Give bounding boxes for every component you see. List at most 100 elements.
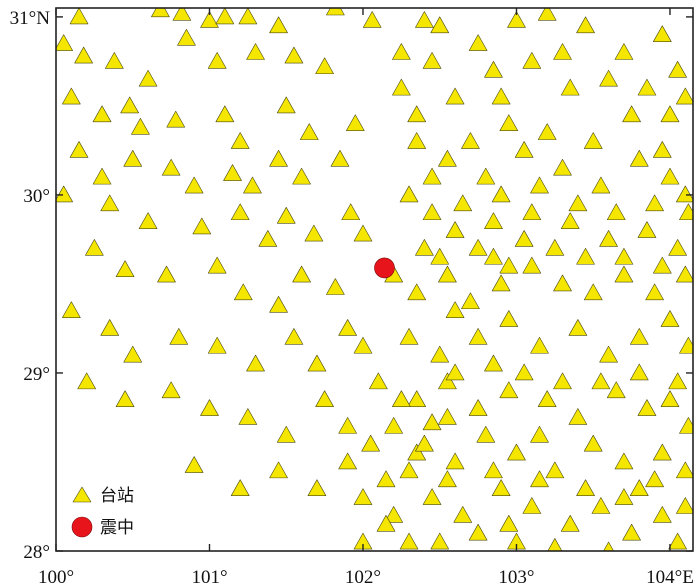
station-triangle (299, 123, 319, 140)
station-triangle (215, 8, 235, 25)
station-triangle (622, 523, 641, 541)
station-triangle (484, 61, 503, 78)
station-triangle (576, 479, 595, 496)
legend-epicenter-label: 震中 (100, 518, 134, 538)
station-triangle (438, 408, 457, 425)
station-triangle (392, 43, 411, 60)
station-triangle (376, 514, 396, 532)
station-triangle (243, 176, 262, 194)
station-triangle (100, 194, 120, 212)
station-triangle (491, 185, 511, 203)
station-triangle (184, 176, 204, 194)
station-triangle (645, 470, 664, 488)
x-tick-label: 103° (498, 567, 534, 587)
station-triangle (422, 167, 442, 185)
station-triangle (384, 506, 403, 523)
station-triangle (614, 265, 634, 283)
station-triangle (668, 532, 687, 550)
station-triangle (69, 8, 89, 25)
station-triangle (161, 381, 181, 399)
station-triangle (445, 363, 465, 381)
station-triangle (353, 488, 373, 505)
station-triangle (407, 390, 427, 407)
station-triangle (568, 194, 588, 212)
station-triangle (361, 434, 380, 452)
station-triangle (315, 390, 334, 407)
station-triangle (177, 28, 196, 46)
station-triangle (362, 11, 382, 28)
station-triangle (645, 283, 664, 301)
station-triangle (547, 538, 563, 551)
station-triangle (553, 43, 572, 60)
station-triangle (507, 443, 526, 461)
station-triangle (591, 176, 611, 194)
station-triangle (468, 523, 488, 541)
station-triangle (491, 87, 511, 105)
station-triangle (407, 105, 427, 123)
station-triangle (453, 506, 473, 523)
station-triangle (629, 363, 649, 381)
map-frame (55, 7, 694, 552)
station-triangle (545, 239, 565, 256)
station-triangle (499, 381, 519, 399)
station-triangle (484, 247, 503, 265)
station-triangle (668, 372, 687, 390)
y-tick-label: 29° (23, 364, 50, 385)
station-triangle (74, 46, 93, 64)
station-triangle (172, 8, 192, 21)
station-triangle (514, 230, 534, 247)
legend-station-triangle-icon (72, 486, 92, 503)
station-triangle (583, 434, 603, 452)
station-triangle (304, 224, 324, 242)
station-triangle (353, 224, 373, 242)
station-triangle (369, 372, 388, 390)
station-triangle (676, 497, 693, 514)
station-triangle (438, 150, 457, 167)
epicenter-layer (374, 257, 395, 279)
station-triangle (92, 167, 112, 185)
station-triangle (468, 399, 488, 416)
station-triangle (491, 479, 511, 496)
y-tick-label: 31°N (10, 8, 51, 29)
station-triangle (499, 256, 519, 274)
station-triangle (491, 274, 511, 292)
station-triangle (307, 479, 327, 496)
station-triangle (560, 514, 580, 532)
station-triangle (468, 328, 488, 345)
station-triangle (637, 221, 657, 238)
station-triangle (629, 150, 649, 167)
station-triangle (660, 310, 680, 327)
station-triangle (553, 372, 572, 390)
station-triangle (430, 345, 450, 363)
station-triangle (346, 114, 365, 132)
x-tick-label: 104°E (646, 567, 694, 587)
map-legend: 台站 震中 (71, 486, 134, 538)
station-triangle (415, 11, 434, 28)
station-triangle (230, 203, 250, 221)
station-triangle (522, 256, 542, 274)
station-triangle (660, 105, 680, 123)
station-triangle (407, 283, 427, 301)
station-triangle (341, 203, 361, 221)
station-triangle (338, 319, 357, 336)
station-triangle (207, 52, 227, 69)
station-triangle (476, 167, 496, 185)
station-triangle (438, 470, 457, 488)
station-triangle (92, 105, 112, 123)
station-triangle (207, 336, 227, 354)
x-tick-label: 102° (345, 567, 381, 587)
station-triangle (499, 310, 519, 327)
station-triangle (530, 470, 549, 488)
station-triangle (653, 506, 672, 523)
station-triangle (161, 158, 181, 176)
station-triangle (676, 87, 693, 105)
station-triangle (399, 461, 419, 479)
station-triangle (415, 239, 434, 256)
station-triangle (614, 247, 634, 265)
station-triangle (422, 52, 442, 69)
station-triangle (660, 167, 680, 185)
station-triangle (453, 194, 473, 212)
station-triangle (430, 247, 450, 265)
station-triangle (77, 372, 96, 390)
station-triangle (415, 434, 434, 452)
